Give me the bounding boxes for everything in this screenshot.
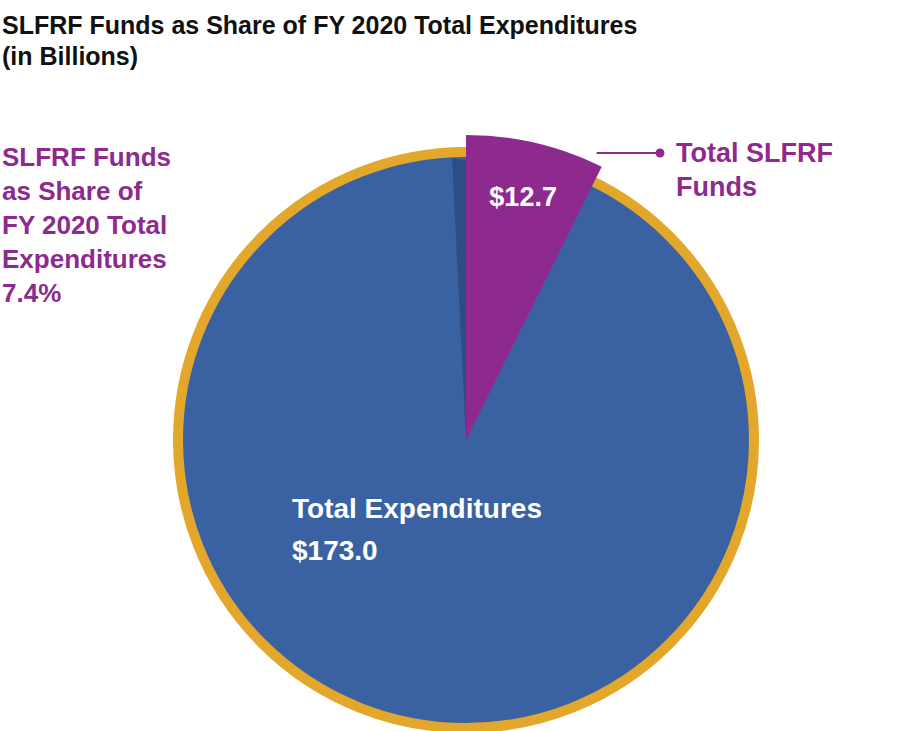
total-value-label: $173.0 (292, 535, 378, 566)
annotation-text: SLFRF Funds as Share of FY 2020 Total Ex… (2, 140, 180, 276)
slice-shadow (452, 158, 466, 440)
leader-dot (656, 149, 665, 158)
title-block: SLFRF Funds as Share of FY 2020 Total Ex… (2, 10, 637, 72)
pie-canvas: $12.7 Total Expenditures $173.0 (0, 0, 912, 731)
share-slice (466, 135, 602, 440)
annotation: SLFRF Funds as Share of FY 2020 Total Ex… (2, 140, 180, 310)
title: SLFRF Funds as Share of FY 2020 Total Ex… (2, 10, 637, 41)
slice-category-label: Total SLFRF Funds (676, 136, 866, 204)
page: {"chart_data": {"type": "pie", "title": … (0, 0, 912, 731)
slice-value-label: $12.7 (489, 182, 557, 212)
total-label: Total Expenditures (292, 493, 542, 524)
annotation-value: 7.4% (2, 276, 180, 310)
subtitle: (in Billions) (2, 41, 637, 72)
leader-line (597, 152, 660, 154)
